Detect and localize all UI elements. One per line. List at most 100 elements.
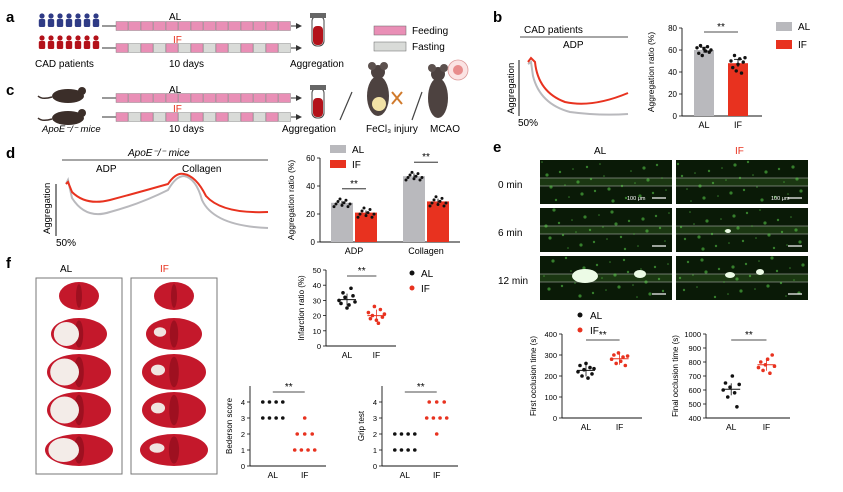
fluorescent-speck xyxy=(609,261,611,263)
feeding-block xyxy=(190,112,204,122)
fluorescent-speck xyxy=(579,243,583,247)
feeding-block xyxy=(203,93,216,103)
y-tick-label: 200 xyxy=(544,372,557,381)
significance-label: ** xyxy=(717,22,725,33)
data-point xyxy=(302,416,307,420)
fluorescent-speck xyxy=(637,245,639,247)
feeding-block xyxy=(265,93,279,103)
y-tick-label: 100 xyxy=(544,393,557,402)
fluorescent-speck xyxy=(636,296,638,298)
legend-label-if: IF xyxy=(421,284,430,295)
data-point xyxy=(344,198,348,202)
fluorescent-speck xyxy=(646,178,650,182)
thrombus-blob xyxy=(725,229,731,233)
fasting-block xyxy=(178,43,191,53)
fluorescent-speck xyxy=(541,161,543,163)
data-point xyxy=(709,48,713,52)
person-head xyxy=(57,35,63,41)
data-point xyxy=(410,170,414,174)
panel-c-outcome-fecl3: FeCl₃ injury xyxy=(366,124,418,135)
x-tick-label: ADP xyxy=(345,246,364,256)
data-point xyxy=(399,432,404,436)
feeding-block xyxy=(178,21,191,31)
mouse-injury-icon xyxy=(367,62,403,116)
bar-if-collagen xyxy=(427,201,449,242)
data-point xyxy=(772,364,777,369)
data-point xyxy=(428,204,432,208)
thrombus-blob xyxy=(572,269,598,283)
x-tick-label: AL xyxy=(342,350,353,360)
infarct-region xyxy=(150,402,166,414)
data-point xyxy=(761,368,765,373)
infarct-region xyxy=(150,364,166,376)
fluorescent-speck xyxy=(606,238,608,240)
fluorescent-speck xyxy=(620,184,624,188)
blood-tube-icon xyxy=(310,13,326,47)
cad-patients-icon-al xyxy=(38,13,100,27)
person-body xyxy=(47,19,55,27)
panel-d-trace-if xyxy=(65,172,269,214)
data-point xyxy=(440,196,444,200)
fluorescent-speck xyxy=(693,223,695,225)
feeding-block xyxy=(165,21,179,31)
fluorescent-speck xyxy=(644,280,648,284)
fasting-block xyxy=(203,112,216,122)
fluorescent-speck xyxy=(664,240,666,242)
panel-b-traces: CAD patients ADP Aggregation 50% xyxy=(506,25,629,129)
x-tick-label: IF xyxy=(763,422,771,432)
person-body xyxy=(38,19,46,27)
panel-f-col-if: IF xyxy=(160,264,169,275)
y-tick-label: 3 xyxy=(241,414,245,423)
data-point xyxy=(368,208,372,212)
fluorescent-speck xyxy=(582,266,586,270)
fluorescent-speck xyxy=(754,288,756,290)
fluorescent-speck xyxy=(668,212,670,214)
panel-c-outcome-mcao: MCAO xyxy=(430,124,460,135)
divider-slash-2 xyxy=(411,91,423,121)
fluorescent-speck xyxy=(657,277,661,281)
fluorescent-speck xyxy=(725,179,727,181)
panel-e-row-6min: 6 min xyxy=(498,228,522,239)
feeding-block xyxy=(128,93,141,103)
person-body xyxy=(56,19,64,27)
data-point xyxy=(612,353,616,357)
data-point xyxy=(438,416,442,420)
data-point xyxy=(274,416,278,420)
fluorescent-speck xyxy=(568,196,570,198)
fluorescent-speck xyxy=(610,210,614,214)
person-body xyxy=(38,41,46,49)
y-tick-label: 400 xyxy=(688,414,701,423)
fluorescent-speck xyxy=(770,256,774,260)
y-tick-label: 0 xyxy=(373,462,377,471)
data-point xyxy=(340,203,344,207)
legend-marker-al xyxy=(577,312,583,318)
legend-label-if: IF xyxy=(352,160,361,171)
fasting-block xyxy=(278,112,291,122)
x-tick-label: IF xyxy=(433,470,441,480)
data-point xyxy=(339,301,343,306)
data-point xyxy=(399,448,404,452)
trace-al-line xyxy=(527,60,629,116)
y-tick-label: 40 xyxy=(668,68,677,77)
fasting-block xyxy=(203,43,216,53)
feeding-block xyxy=(253,93,266,103)
person-body xyxy=(83,19,91,27)
fluorescent-speck xyxy=(705,219,709,223)
data-point xyxy=(590,372,594,376)
data-point xyxy=(413,448,417,452)
data-point xyxy=(700,53,704,58)
data-point xyxy=(697,51,701,55)
grip-chart: 0 1 2 3 4 Grip test AL IF ** xyxy=(357,382,458,480)
fluorescent-speck xyxy=(661,177,663,179)
legend-marker-if xyxy=(409,285,415,291)
person-head xyxy=(75,35,81,41)
data-point xyxy=(592,366,596,371)
vessel-lumen xyxy=(676,226,808,234)
infarction-chart: 0 10 20 30 40 50 Infarction ratio (%) AL IF ** AL I… xyxy=(297,266,434,360)
fluorescent-speck xyxy=(793,279,795,281)
y-tick-label: 2 xyxy=(241,430,245,439)
fasting-block xyxy=(278,43,291,53)
data-point xyxy=(261,416,265,420)
person-body xyxy=(65,41,73,49)
